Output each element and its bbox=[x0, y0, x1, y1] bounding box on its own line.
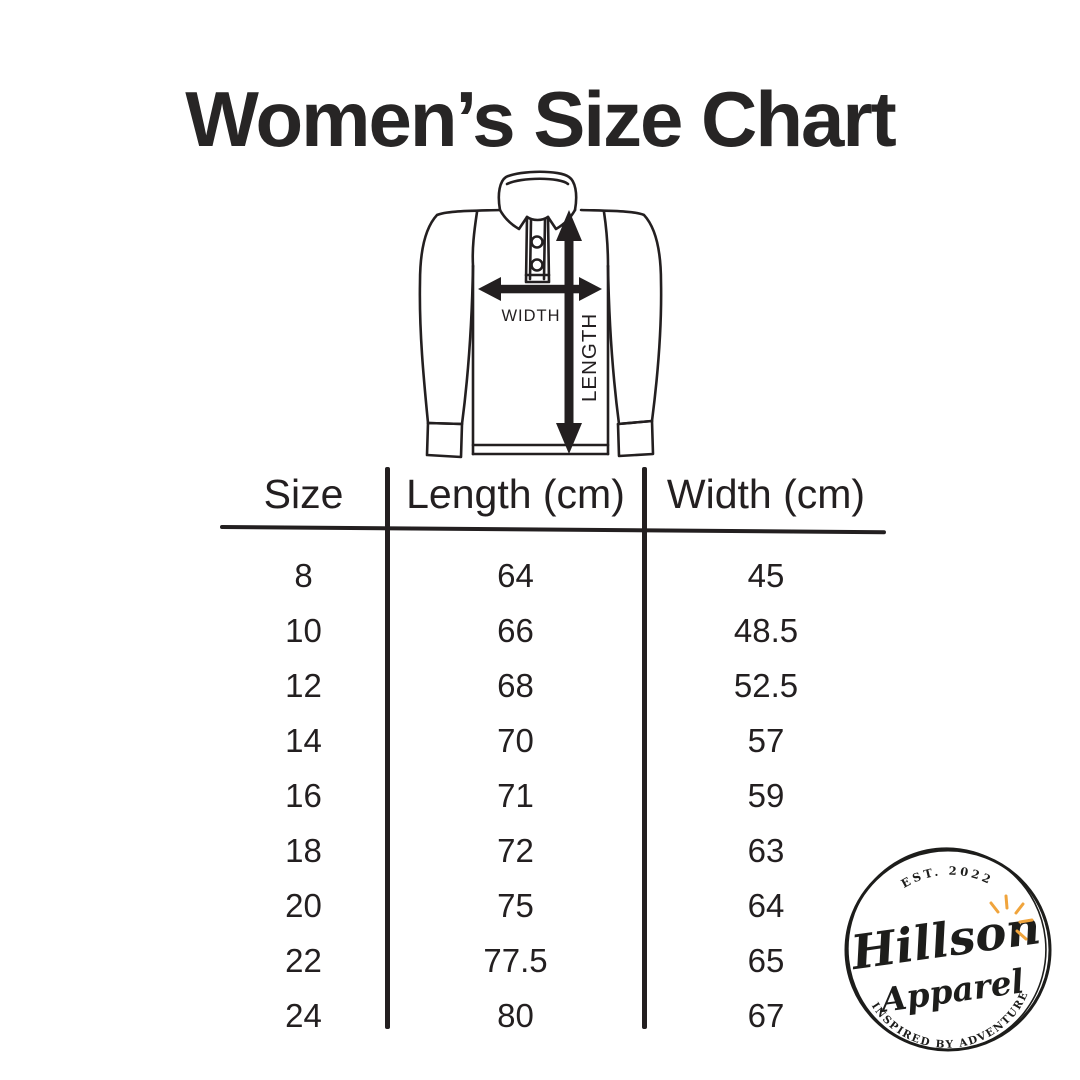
width-value: 48.5 bbox=[733, 611, 799, 649]
length-value: 75 bbox=[497, 886, 534, 924]
button-icon bbox=[530, 235, 544, 249]
table-row: 12 68 52.5 bbox=[220, 658, 888, 713]
table-row: 14 70 57 bbox=[220, 713, 888, 768]
size-value: 22 bbox=[285, 941, 322, 979]
button-icon bbox=[530, 258, 544, 272]
width-value: 65 bbox=[747, 941, 785, 979]
table-row: 16 71 59 bbox=[220, 768, 888, 823]
width-value: 52.5 bbox=[733, 666, 799, 704]
length-value: 66 bbox=[497, 611, 534, 649]
width-value: 57 bbox=[747, 721, 785, 759]
length-value: 77.5 bbox=[483, 941, 548, 979]
table-header-row: Size Length (cm) Width (cm) bbox=[220, 462, 888, 526]
logo-circle-sketch-line bbox=[847, 847, 1047, 1051]
table-row: 10 66 48.5 bbox=[220, 603, 888, 658]
column-divider bbox=[642, 467, 647, 1029]
brand-logo: EST. 2022 Hillson Apparel INSPIRED BY AD… bbox=[844, 847, 1052, 1052]
width-value: 59 bbox=[747, 776, 785, 814]
size-value: 10 bbox=[285, 611, 322, 649]
length-label: LENGTH bbox=[578, 313, 601, 402]
size-value: 24 bbox=[285, 996, 322, 1034]
length-arrow-icon bbox=[556, 210, 582, 454]
size-value: 14 bbox=[285, 721, 322, 759]
collar bbox=[497, 170, 578, 231]
column-divider bbox=[385, 467, 390, 1029]
width-value: 64 bbox=[747, 886, 785, 924]
width-value: 63 bbox=[747, 831, 785, 869]
table-row: 20 75 64 bbox=[220, 878, 888, 933]
shirt-diagram: WIDTH LENGTH bbox=[418, 170, 663, 459]
table-row: 22 77.5 65 bbox=[220, 933, 888, 988]
sunburst-icon bbox=[989, 894, 1034, 941]
length-value: 68 bbox=[497, 666, 534, 704]
table-body: 8 64 45 10 66 48.5 12 68 52.5 14 bbox=[220, 548, 888, 1043]
table-header-size: Size bbox=[263, 470, 344, 517]
width-arrow-icon bbox=[478, 277, 602, 301]
table-row: 8 64 45 bbox=[220, 548, 888, 603]
width-value: 67 bbox=[747, 996, 785, 1034]
length-value: 70 bbox=[497, 721, 534, 759]
size-value: 16 bbox=[285, 776, 322, 814]
table-row: 24 80 67 bbox=[220, 988, 888, 1043]
table-header-width: Width (cm) bbox=[666, 470, 866, 517]
table-row: 18 72 63 bbox=[220, 823, 888, 878]
length-value: 80 bbox=[497, 996, 534, 1034]
size-value: 8 bbox=[294, 556, 313, 594]
size-value: 12 bbox=[285, 666, 322, 704]
size-table: Size Length (cm) Width (cm) 8 64 45 10 6… bbox=[219, 462, 888, 1043]
width-label: WIDTH bbox=[501, 307, 560, 325]
size-value: 18 bbox=[285, 831, 322, 869]
length-value: 71 bbox=[497, 776, 534, 814]
length-value: 64 bbox=[497, 556, 534, 594]
page-title: Women’s Size Chart bbox=[185, 75, 897, 163]
header-underline bbox=[219, 525, 886, 535]
placket bbox=[524, 215, 551, 284]
width-value: 45 bbox=[747, 556, 785, 594]
length-value: 72 bbox=[497, 831, 534, 869]
table-header-length: Length (cm) bbox=[406, 470, 625, 517]
size-value: 20 bbox=[285, 886, 322, 924]
